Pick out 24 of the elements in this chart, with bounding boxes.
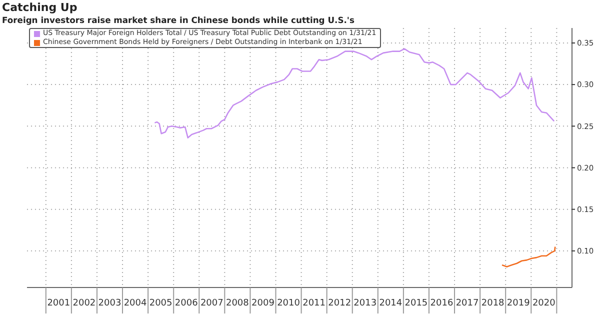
x-tick-label: 2007 (200, 298, 224, 308)
x-tick-label: 2014 (379, 298, 402, 308)
chart-subtitle: Foreign investors raise market share in Chinese bonds while cutting U.S.'s (2, 15, 354, 25)
x-tick-label: 2002 (72, 298, 96, 308)
x-tick-label: 2017 (456, 298, 479, 308)
x-tick-label: 2019 (506, 298, 530, 308)
x-tick-label: 2012 (328, 298, 352, 308)
x-tick-label: 2006 (174, 298, 198, 308)
x-tick-label: 2003 (98, 298, 122, 308)
line-series (154, 48, 555, 138)
x-tick-label: 2013 (354, 298, 377, 308)
x-tick-label: 2001 (47, 298, 70, 308)
x-tick-label: 2009 (252, 298, 275, 308)
x-tick-label: 2015 (404, 298, 428, 308)
x-tick-label: 2004 (124, 298, 148, 308)
x-tick-label: 2020 (532, 298, 556, 308)
x-tick-label: 2011 (302, 298, 326, 308)
x-tick-label: 2016 (430, 298, 454, 308)
x-tick-label: 2010 (277, 298, 300, 308)
line-series (501, 246, 556, 268)
x-tick-label: 2005 (149, 298, 172, 308)
chart-title: Catching Up (2, 1, 78, 14)
x-tick-label: 2008 (226, 298, 250, 308)
x-tick-label: 2018 (481, 298, 505, 308)
